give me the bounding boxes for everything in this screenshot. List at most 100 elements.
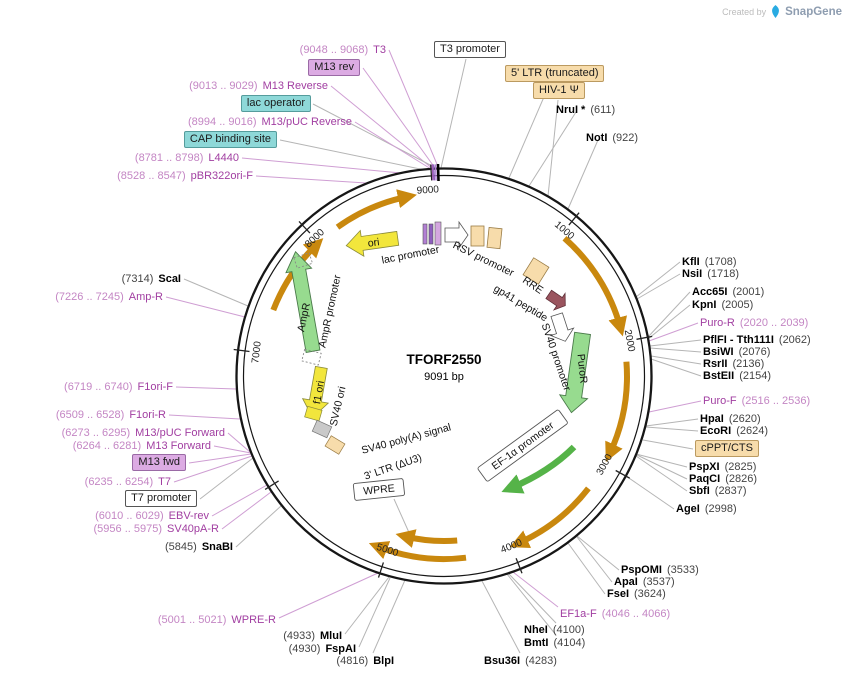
feature-box-lac-operator[interactable]: lac operator bbox=[240, 95, 311, 112]
created-by-text: Created by bbox=[722, 6, 767, 17]
primer-label-m13-reverse[interactable]: (9013 .. 9029) M13 Reverse bbox=[189, 80, 328, 92]
primer-label-sv40pa-r[interactable]: (5956 .. 5975) SV40pA-R bbox=[93, 523, 219, 535]
tick-label-5000: 5000 bbox=[375, 542, 400, 559]
sv40-polya-box[interactable] bbox=[311, 419, 333, 439]
snapgene-logo-icon bbox=[772, 5, 780, 18]
ef1a-promoter-label-box[interactable]: EF-1α promoter bbox=[477, 409, 568, 482]
enzyme-label-paqci[interactable]: PaqCI (2826) bbox=[689, 473, 757, 485]
primer-label-t7[interactable]: (6235 .. 6254) T7 bbox=[84, 476, 171, 488]
puror-arrow[interactable] bbox=[558, 331, 597, 414]
gold-arc-arrows bbox=[270, 189, 630, 563]
plasmid-size: 9091 bp bbox=[424, 371, 464, 383]
plasmid-name: TFORF2550 bbox=[406, 352, 481, 367]
rsv-promoter-arrow[interactable] bbox=[444, 220, 469, 250]
enzyme-label-apai[interactable]: ApaI (3537) bbox=[614, 576, 675, 588]
dashed-feature-box bbox=[293, 252, 314, 269]
feature-label-ori[interactable]: ori bbox=[367, 236, 380, 250]
enzyme-label-bsu36i[interactable]: Bsu36I (4283) bbox=[484, 655, 557, 667]
feature-box-t3-promoter[interactable]: T3 promoter bbox=[434, 41, 506, 58]
primer-label-m13-forward[interactable]: (6264 .. 6281) M13 Forward bbox=[72, 440, 211, 452]
feature-label-sv40-ori[interactable]: SV40 ori bbox=[328, 385, 349, 427]
primer-label-amp-r[interactable]: (7226 .. 7245) Amp-R bbox=[55, 291, 163, 303]
gp41-peptide-arrow[interactable] bbox=[543, 286, 571, 314]
ori-arrow[interactable] bbox=[344, 226, 400, 259]
enzyme-label-nsii[interactable]: NsiI (1718) bbox=[682, 268, 739, 280]
enzyme-label-nrui[interactable]: NruI * (611) bbox=[556, 104, 616, 116]
enzyme-label-bsteii[interactable]: BstEII (2154) bbox=[703, 370, 771, 382]
enzyme-label-nhei[interactable]: NheI (4100) bbox=[524, 624, 585, 636]
enzyme-label-kpni[interactable]: KpnI (2005) bbox=[692, 299, 754, 311]
ltr5-box[interactable] bbox=[470, 225, 485, 247]
purple-site-box bbox=[434, 221, 442, 246]
primer-label-pbr322ori-f[interactable]: (8528 .. 8547) pBR322ori-F bbox=[117, 170, 253, 182]
dashed-feature-box bbox=[301, 348, 322, 366]
plasmid-backbone-ring bbox=[235, 167, 653, 585]
enzyme-label-ecori[interactable]: EcoRI (2624) bbox=[700, 425, 768, 437]
feature-box-cppt-cts[interactable]: cPPT/CTS bbox=[695, 440, 759, 457]
primer-box-m13-fwd[interactable]: M13 fwd bbox=[132, 454, 186, 471]
primer-label-f1ori-r[interactable]: (6509 .. 6528) F1ori-R bbox=[55, 409, 166, 421]
primer-label-ef1a-f[interactable]: EF1a-F (4046 .. 4066) bbox=[560, 608, 671, 620]
feature-label-ampr-promoter[interactable]: AmpR promoter bbox=[316, 273, 343, 348]
feature-label-sv40-polya[interactable]: SV40 poly(A) signal bbox=[360, 421, 452, 456]
feature-box-hiv1-psi[interactable]: HIV-1 Ψ bbox=[533, 82, 585, 99]
primer-label-m13-puc-forward[interactable]: (6273 .. 6295) M13/pUC Forward bbox=[61, 427, 225, 439]
hiv1-psi-box[interactable] bbox=[486, 226, 503, 250]
sv40-ori-box[interactable] bbox=[304, 405, 323, 422]
wpre-label-box[interactable]: WPRE bbox=[352, 478, 405, 501]
sv40-promoter-arrow[interactable] bbox=[545, 311, 576, 345]
primer-label-t3[interactable]: (9048 .. 9068) T3 bbox=[299, 44, 386, 56]
leader-lines bbox=[165, 49, 702, 654]
rre-box[interactable] bbox=[522, 257, 550, 285]
purple-site-box bbox=[428, 223, 434, 245]
enzyme-label-pflfi-tth111i[interactable]: PflFI - Tth111I (2062) bbox=[703, 334, 811, 346]
enzyme-label-fsei[interactable]: FseI (3624) bbox=[607, 588, 666, 600]
primer-label-ebv-rev[interactable]: (6010 .. 6029) EBV-rev bbox=[95, 510, 209, 522]
primer-label-puro-r[interactable]: Puro-R (2020 .. 2039) bbox=[700, 317, 809, 329]
ltr3-box[interactable] bbox=[324, 435, 346, 455]
enzyme-label-kfli[interactable]: KflI (1708) bbox=[682, 256, 737, 268]
enzyme-label-blpi[interactable]: (4816) BlpI bbox=[336, 655, 394, 667]
enzyme-label-fspai[interactable]: (4930) FspAI bbox=[288, 643, 356, 655]
enzyme-label-agei[interactable]: AgeI (2998) bbox=[676, 503, 737, 515]
tick-label-4000: 4000 bbox=[499, 537, 524, 556]
enzyme-label-acc65i[interactable]: Acc65I (2001) bbox=[692, 286, 765, 298]
feature-box-5ltr[interactable]: 5' LTR (truncated) bbox=[505, 65, 605, 82]
primer-label-m13-puc-reverse[interactable]: (8994 .. 9016) M13/pUC Reverse bbox=[188, 116, 352, 128]
enzyme-label-bsiwi[interactable]: BsiWI (2076) bbox=[703, 346, 771, 358]
feature-box-t7-promoter[interactable]: T7 promoter bbox=[125, 490, 197, 507]
enzyme-label-snabi[interactable]: (5845) SnaBI bbox=[165, 541, 233, 553]
feature-shapes bbox=[285, 220, 597, 494]
enzyme-label-scai[interactable]: (7314) ScaI bbox=[121, 273, 181, 285]
tick-label-7000: 7000 bbox=[250, 340, 264, 364]
enzyme-label-noti[interactable]: NotI (922) bbox=[586, 132, 639, 144]
feature-label-wpre: WPRE bbox=[363, 482, 396, 497]
feature-label-ltr3-du3[interactable]: 3' LTR (ΔU3) bbox=[363, 452, 424, 483]
site-ticks bbox=[431, 163, 440, 182]
kilobase-ticks bbox=[233, 164, 653, 578]
primer-label-f1ori-f[interactable]: (6719 .. 6740) F1ori-F bbox=[64, 381, 173, 393]
primer-label-wpre-r[interactable]: (5001 .. 5021) WPRE-R bbox=[157, 614, 276, 626]
feature-label-f1-ori[interactable]: f1 ori bbox=[311, 380, 327, 405]
enzyme-label-rsrii[interactable]: RsrII (2136) bbox=[703, 358, 765, 370]
primer-box-m13-rev[interactable]: M13 rev bbox=[308, 59, 360, 76]
feature-label-puror[interactable]: PuroR bbox=[574, 353, 589, 384]
enzyme-label-mlui[interactable]: (4933) MluI bbox=[283, 630, 342, 642]
enzyme-label-pspomi[interactable]: PspOMI (3533) bbox=[621, 564, 699, 576]
primer-label-puro-f[interactable]: Puro-F (2516 .. 2536) bbox=[703, 395, 811, 407]
ef1a-promoter-arrow[interactable] bbox=[501, 444, 577, 494]
tick-label-3000: 3000 bbox=[595, 452, 616, 477]
primer-label-l4440[interactable]: (8781 .. 8798) L4440 bbox=[134, 152, 239, 164]
tick-label-2000: 2000 bbox=[622, 329, 637, 353]
purple-site-box bbox=[422, 223, 428, 245]
enzyme-label-pspxi[interactable]: PspXI (2825) bbox=[689, 461, 757, 473]
snapgene-brand-text: SnapGene bbox=[785, 5, 842, 18]
enzyme-label-sbfi[interactable]: SbfI (2837) bbox=[689, 485, 747, 497]
enzyme-label-bmti[interactable]: BmtI (4104) bbox=[524, 637, 586, 649]
watermark: Created by SnapGene bbox=[722, 5, 842, 18]
feature-box-cap-binding-site[interactable]: CAP binding site bbox=[183, 131, 277, 148]
feature-label-ef1a-promoter: EF-1α promoter bbox=[490, 419, 557, 472]
enzyme-label-hpai[interactable]: HpaI (2620) bbox=[700, 413, 761, 425]
